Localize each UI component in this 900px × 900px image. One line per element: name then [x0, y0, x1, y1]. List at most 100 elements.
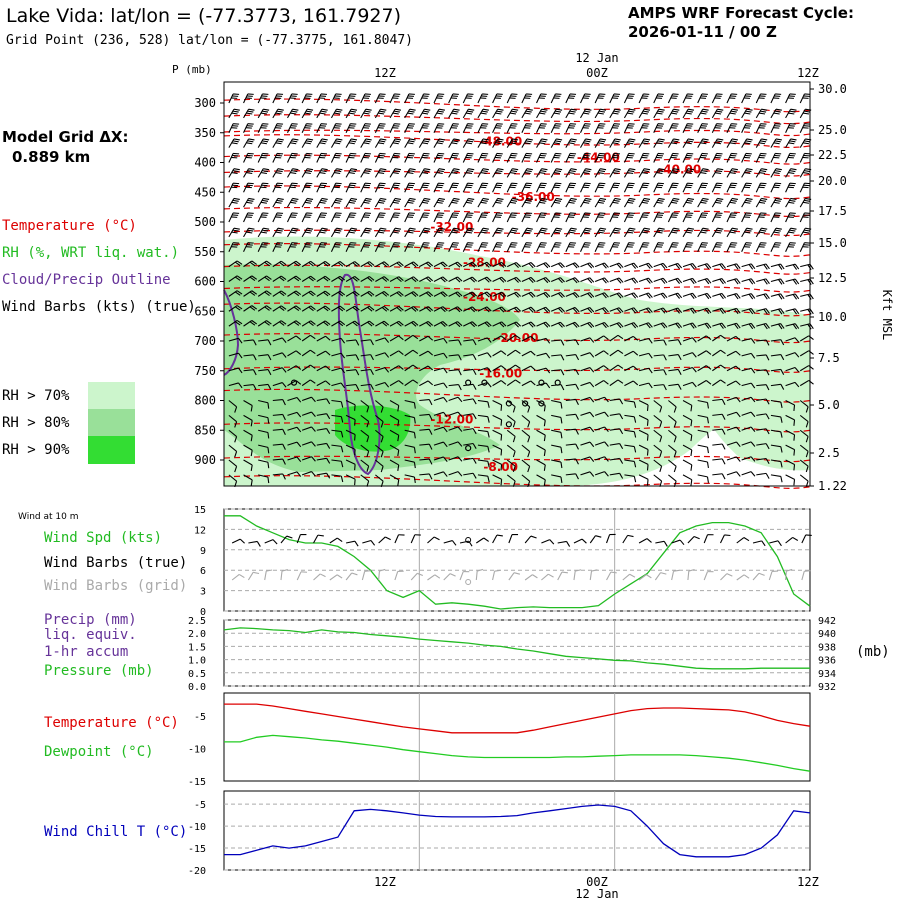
wind-barb: [609, 182, 621, 193]
wind-barb: [799, 459, 809, 473]
wind-barb: [243, 459, 253, 472]
wind-barb: [712, 292, 727, 300]
wind-barb: [551, 414, 563, 424]
wind-barb: [427, 536, 440, 544]
wind-barb: [360, 400, 370, 413]
wind-barb: [711, 212, 723, 223]
wind-barb: [799, 444, 809, 458]
wind-barb: [573, 569, 582, 581]
wind-barb: [477, 306, 492, 313]
wind-barb: [653, 152, 664, 163]
wind-barb: [726, 168, 738, 178]
wind-barb: [785, 568, 793, 581]
wind-barb: [565, 398, 579, 406]
wind-barb: [492, 276, 507, 283]
wind-barb: [756, 428, 770, 435]
wind-barb: [331, 320, 346, 327]
wind-barb: [624, 350, 639, 357]
height-tick-label: 22.5: [818, 148, 847, 162]
wind-barb: [404, 212, 415, 223]
wind-barb: [770, 474, 783, 483]
wind-barb: [316, 197, 328, 208]
wind-barb: [477, 261, 492, 268]
wind-barb: [667, 182, 679, 193]
wind-barb: [624, 429, 637, 438]
wind-barb: [770, 168, 782, 178]
wind-barb: [770, 399, 783, 409]
wind-barb: [272, 399, 286, 406]
wind-barb: [360, 93, 371, 104]
wind-barb: [433, 471, 448, 477]
wind-barb: [623, 182, 635, 193]
wind-10m-panel: 0 3 6 9 12 15: [194, 505, 812, 618]
wind-barb: [521, 182, 533, 193]
wind-barb: [551, 369, 565, 376]
wind-barb: [770, 212, 782, 223]
wind-barb: [228, 260, 243, 268]
wind-barb: [272, 337, 287, 343]
wind-barb: [712, 398, 726, 405]
wind-barb: [741, 278, 756, 285]
profile-wind-barbs: [228, 93, 814, 488]
wind-barb: [653, 307, 668, 314]
wind-barb: [477, 227, 489, 238]
wind-barb: [682, 108, 695, 119]
wind-barb: [799, 400, 809, 413]
wind-barb: [638, 212, 650, 223]
wind-barb: [360, 383, 374, 390]
wind-barb: [785, 308, 800, 315]
wind-barb: [653, 212, 664, 223]
wind-barb: [770, 138, 782, 148]
y-tick-label: 12: [194, 525, 206, 536]
wind-barb: [448, 369, 462, 376]
wind-barb: [799, 182, 811, 193]
wind-barb: [301, 349, 316, 357]
wind-barb: [301, 182, 313, 193]
wind-barb: [404, 197, 416, 208]
wind-barb: [741, 197, 753, 208]
calm-wind-marker: [465, 537, 472, 543]
wind-barb: [785, 168, 797, 178]
wind-barb: [726, 138, 738, 148]
wind-barb: [228, 400, 238, 413]
wind-barb: [506, 242, 518, 252]
wind-barb: [785, 366, 800, 373]
wind-barb: [404, 182, 415, 193]
wind-barb: [477, 152, 489, 163]
wind-barb: [697, 168, 709, 178]
wind-barb: [316, 242, 328, 252]
wind-barb: [243, 320, 258, 327]
y-tick-label: -15: [188, 777, 206, 788]
wind-barb: [506, 168, 519, 178]
wind-barb: [331, 429, 344, 438]
wind-barb: [475, 537, 489, 544]
wind-barb: [286, 123, 298, 133]
wind-barb: [653, 414, 663, 428]
wind-barb: [653, 182, 664, 193]
wind-barb: [360, 354, 374, 361]
wind-barb: [463, 339, 477, 346]
wind-barb: [477, 212, 489, 223]
wind-barb: [726, 108, 738, 119]
wind-barb: [508, 534, 519, 544]
rh80-swatch: [88, 409, 135, 436]
wind-barb: [565, 227, 577, 238]
wind-barb: [638, 168, 651, 178]
wind-barb: [653, 93, 664, 104]
wind-barb: [301, 93, 313, 104]
wind-barb: [477, 321, 492, 328]
wind-barb: [272, 123, 284, 133]
wind-barb: [726, 123, 738, 133]
wind-barb: [565, 473, 579, 480]
wind-barb: [433, 197, 445, 208]
wind-barb: [521, 321, 536, 328]
wind-barb: [404, 474, 416, 484]
wind-barb: [521, 459, 531, 473]
wind-barb: [345, 474, 356, 486]
wind-barb: [536, 337, 551, 344]
wind-barb: [228, 182, 240, 193]
wind-barb: [594, 227, 607, 238]
wind-barb: [410, 572, 424, 581]
wind-barb: [463, 442, 477, 449]
wind-barb: [301, 290, 316, 297]
